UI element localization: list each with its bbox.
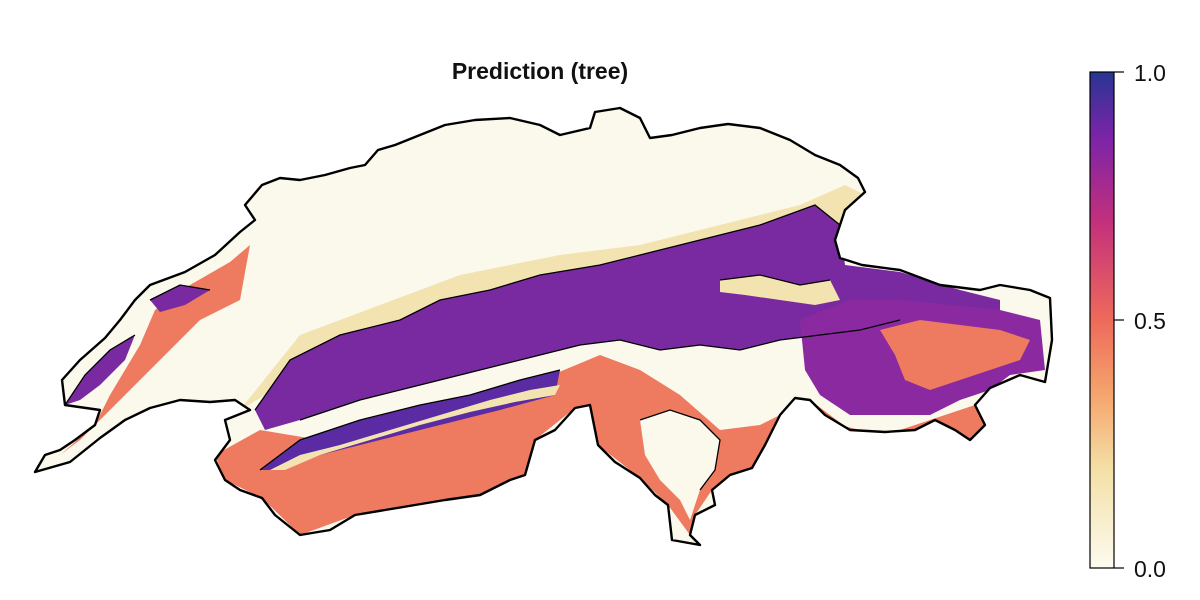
alps-south-mid-zone (215, 355, 985, 535)
zone-contours (64, 204, 901, 491)
valais-high-zone (260, 370, 560, 470)
jura-west-high-zone-2 (150, 285, 210, 312)
graubunden-mid-patches (880, 320, 1030, 390)
colorbar-tick-label-top: 1.0 (1134, 60, 1166, 86)
jura-west-high-zone (65, 335, 135, 405)
ticino-low-zone (640, 410, 720, 520)
chart-title: Prediction (tree) (451, 58, 629, 84)
rhone-valley-low-zone (270, 385, 560, 470)
rhine-valley-low-zone (720, 275, 840, 305)
switzerland-prediction-map (33, 106, 1054, 547)
colorbar-gradient (1089, 71, 1115, 569)
colorbar-tick-label-bottom: 0.0 (1134, 556, 1166, 582)
alps-north-high-zone (255, 205, 1000, 430)
country-outline (33, 106, 1054, 547)
jura-west-mid-zone (60, 245, 250, 455)
colorbar-tick-label-mid: 0.5 (1134, 308, 1166, 334)
